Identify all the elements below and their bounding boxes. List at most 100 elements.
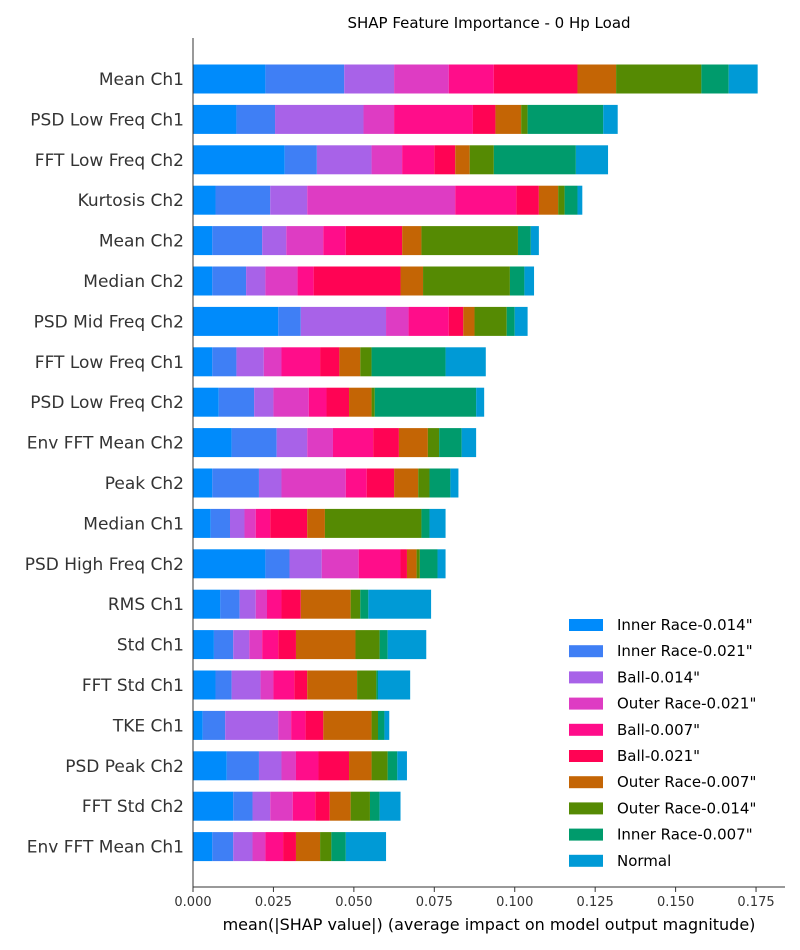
bar-segment: [493, 145, 576, 175]
legend-swatch: [569, 671, 603, 684]
bar-segment: [378, 710, 385, 740]
bar-segment: [495, 104, 522, 134]
bar-segment: [360, 589, 369, 619]
bar-segment: [252, 791, 271, 821]
bar-segment: [315, 791, 330, 821]
bar-segment: [371, 751, 388, 781]
bar-segment: [616, 64, 702, 94]
feature-label: TKE Ch1: [112, 716, 184, 736]
bar-segment: [434, 145, 456, 175]
bar-segment: [455, 145, 470, 175]
bar-segment: [514, 306, 528, 336]
bar-segment: [212, 226, 263, 256]
bar-segment: [469, 145, 494, 175]
bar-segment: [461, 428, 477, 458]
bar-segment: [254, 387, 274, 417]
feature-label: PSD Mid Freq Ch2: [34, 312, 184, 332]
feature-label: Mean Ch2: [99, 232, 184, 252]
bar-segment: [193, 589, 221, 619]
bar-segment: [307, 508, 325, 538]
bar-segment: [291, 710, 306, 740]
bar-segment: [406, 549, 417, 579]
bar-segment: [267, 589, 282, 619]
bar-segment: [295, 751, 319, 781]
bar-segment: [193, 347, 213, 377]
feature-label: FFT Std Ch2: [82, 797, 184, 817]
bar-segment: [320, 832, 332, 862]
bar-segment: [233, 630, 250, 660]
bar-segment: [349, 387, 372, 417]
bar-segment: [233, 791, 253, 821]
bar-segment: [270, 791, 293, 821]
bar-segment: [371, 347, 446, 377]
bar-segment: [215, 185, 271, 215]
bar-segment: [429, 508, 446, 538]
bar-segment: [270, 185, 308, 215]
bar-segment: [400, 266, 424, 296]
bar-segment: [355, 630, 380, 660]
bar-segment: [318, 751, 350, 781]
bar-segment: [394, 64, 449, 94]
bar-segment: [220, 589, 240, 619]
bar-segment: [297, 266, 314, 296]
bar-segment: [193, 508, 211, 538]
chart-title: SHAP Feature Importance - 0 Hp Load: [347, 14, 630, 32]
bar-segment: [295, 630, 356, 660]
bar-segment: [378, 670, 411, 700]
bar-segment: [218, 387, 255, 417]
legend-label: Ball-0.014": [617, 668, 700, 686]
bar-segment: [193, 306, 279, 336]
bar-segment: [530, 226, 539, 256]
x-tick-label: 0.050: [335, 895, 372, 910]
bar-segment: [538, 185, 559, 215]
bar-segment: [215, 670, 232, 700]
bar-segment: [509, 266, 525, 296]
bar-segment: [193, 266, 213, 296]
bar-segment: [213, 630, 234, 660]
bar-segment: [193, 791, 234, 821]
bar-segment: [349, 751, 372, 781]
bar-segment: [408, 306, 449, 336]
bar-segment: [339, 347, 361, 377]
bars-group: [193, 64, 758, 862]
bar-segment: [331, 832, 346, 862]
bar-segment: [371, 710, 378, 740]
x-ticks-group: 0.000 0.025 0.050 0.075 0.100 0.125 0.150 0.175: [174, 887, 775, 910]
feature-label: PSD High Freq Ch2: [25, 555, 184, 575]
feature-label: FFT Low Freq Ch2: [35, 151, 184, 171]
bar-segment: [193, 751, 227, 781]
bar-segment: [437, 549, 446, 579]
bar-segment: [300, 589, 351, 619]
bar-segment: [193, 387, 219, 417]
bar-segment: [577, 185, 583, 215]
legend-swatch: [569, 645, 603, 658]
bar-segment: [273, 387, 309, 417]
bar-segment: [265, 64, 345, 94]
bar-segment: [212, 347, 237, 377]
bar-segment: [368, 589, 432, 619]
bar-segment: [313, 266, 401, 296]
bar-segment: [286, 226, 324, 256]
feature-label: Median Ch1: [83, 514, 184, 534]
legend-label: Ball-0.021": [617, 747, 700, 765]
bar-segment: [193, 630, 214, 660]
bar-segment: [345, 832, 387, 862]
bar-segment: [246, 266, 266, 296]
bar-segment: [255, 508, 271, 538]
bar-segment: [350, 589, 361, 619]
bar-segment: [324, 508, 422, 538]
bar-segment: [265, 266, 298, 296]
bar-segment: [249, 630, 263, 660]
bar-segment: [416, 549, 420, 579]
bar-segment: [450, 468, 459, 498]
bar-segment: [387, 630, 427, 660]
bar-segment: [516, 185, 539, 215]
bar-segment: [265, 549, 290, 579]
bar-segment: [252, 832, 266, 862]
bar-segment: [307, 670, 358, 700]
bar-segment: [400, 549, 407, 579]
feature-label: Peak Ch2: [105, 474, 184, 494]
bar-segment: [193, 832, 213, 862]
bar-segment: [273, 670, 295, 700]
